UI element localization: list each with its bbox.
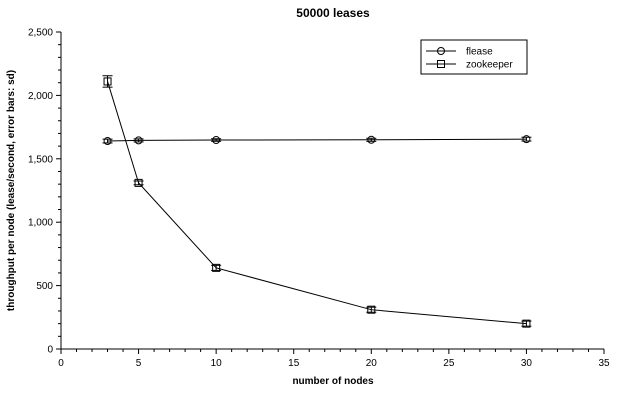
legend-label-zookeeper: zookeeper [466, 60, 513, 71]
y-tick-label: 2,500 [28, 28, 53, 39]
x-axis-label: number of nodes [292, 376, 374, 387]
flease-point [103, 137, 112, 146]
y-tick-label: 1,000 [28, 218, 53, 229]
x-tick-label: 10 [211, 358, 223, 369]
series-flease [102, 135, 532, 146]
legend-marker-zookeeper [437, 60, 445, 68]
flease-point [522, 135, 531, 144]
legend-label-flease: flease [466, 47, 493, 58]
series-zookeeper [102, 75, 532, 328]
legend: flease zookeeper [420, 39, 528, 75]
x-tick-label: 0 [58, 358, 64, 369]
flease-point [134, 136, 143, 145]
zookeeper-line [107, 81, 527, 325]
flease-line [107, 138, 527, 142]
y-tick-label: 2,000 [28, 91, 53, 102]
y-axis-label: throughput per node (lease/second, error… [6, 70, 17, 311]
zookeeper-point [367, 305, 376, 314]
x-tick-label: 15 [288, 358, 300, 369]
x-tick-label: 25 [443, 358, 455, 369]
chart-title: 50000 leases [296, 6, 370, 20]
flease-point [367, 135, 376, 144]
x-tick-label: 5 [136, 358, 142, 369]
y-tick-label: 500 [36, 281, 53, 292]
y-tick-label: 1,500 [28, 154, 53, 165]
zookeeper-point [103, 77, 112, 86]
x-tick-label: 30 [521, 358, 533, 369]
axis-ticks: 0 5 10 15 20 25 30 35 0 500 1,000 1,500 2,000 2,500 [28, 28, 610, 370]
legend-marker-flease [437, 47, 445, 55]
zookeeper-point [134, 178, 143, 187]
y-tick-label: 0 [47, 345, 53, 356]
zookeeper-point [212, 263, 221, 272]
x-tick-label: 20 [366, 358, 378, 369]
x-tick-label: 35 [598, 358, 610, 369]
flease-point [212, 136, 221, 145]
axes [60, 32, 604, 350]
zookeeper-point [522, 319, 531, 328]
series-layer [102, 75, 532, 328]
legend-box [420, 39, 528, 75]
